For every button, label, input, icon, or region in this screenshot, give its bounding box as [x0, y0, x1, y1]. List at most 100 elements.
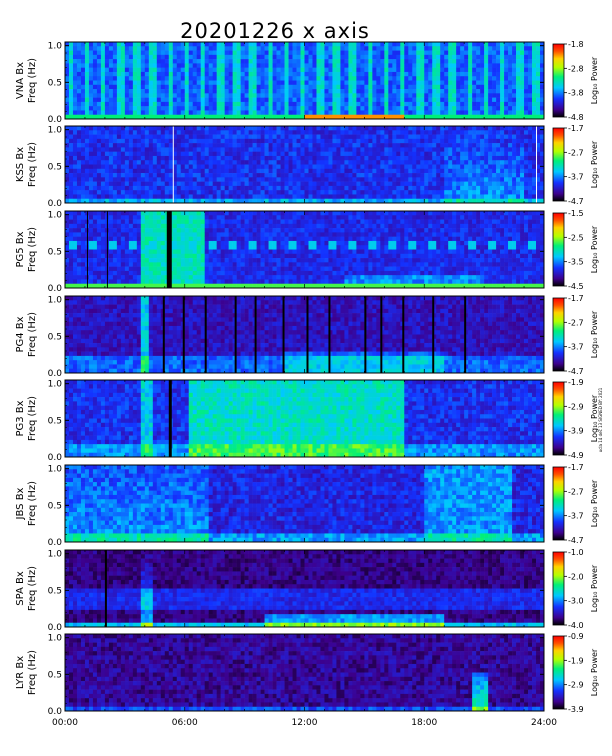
heatmap-cell	[344, 130, 349, 135]
heatmap-cell	[328, 138, 333, 144]
heatmap-cell	[388, 198, 393, 204]
heatmap-cell	[212, 181, 217, 187]
heatmap-cell	[156, 232, 162, 237]
heatmap-cell	[100, 249, 106, 255]
heatmap-cell	[72, 130, 78, 135]
heatmap-cell	[412, 194, 417, 200]
heatmap-cell	[464, 185, 469, 191]
heatmap-cell	[308, 67, 313, 73]
heatmap-cell	[88, 240, 94, 246]
heatmap-cell	[204, 114, 209, 120]
heatmap-cell	[120, 168, 126, 174]
heatmap-cell	[244, 198, 249, 204]
heatmap-cell	[72, 228, 78, 233]
heatmap-cell	[272, 84, 277, 90]
heatmap-cell	[108, 164, 114, 170]
heatmap-cell	[516, 76, 521, 81]
heatmap-cell	[360, 63, 365, 68]
heatmap-cell	[84, 194, 90, 200]
heatmap-cell	[536, 54, 541, 60]
heatmap-cell	[188, 181, 194, 187]
heatmap-cell	[328, 71, 333, 77]
heatmap-cell	[420, 114, 425, 120]
heatmap-cell	[304, 181, 309, 187]
heatmap-cell	[180, 101, 186, 107]
heatmap-cell	[332, 71, 337, 77]
heatmap-cell	[248, 42, 253, 47]
heatmap-cell	[76, 63, 82, 68]
heatmap-cell	[480, 138, 485, 144]
heatmap-cell	[360, 114, 365, 120]
heatmap-cell	[256, 101, 261, 107]
heatmap-cell	[452, 76, 457, 81]
heatmap-cell	[232, 80, 237, 86]
heatmap-cell	[532, 106, 537, 111]
heatmap-cell	[80, 258, 86, 263]
heatmap-cell	[356, 143, 361, 148]
heatmap-cell	[108, 245, 114, 250]
heatmap-cell	[65, 130, 70, 135]
heatmap-cell	[308, 46, 313, 51]
heatmap-cell	[92, 143, 98, 148]
heatmap-cell	[368, 101, 373, 107]
heatmap-cell	[140, 240, 146, 246]
heatmap-cell	[400, 130, 405, 135]
heatmap-cell	[524, 168, 529, 174]
heatmap-cell	[388, 138, 393, 144]
heatmap-cell	[252, 84, 257, 90]
heatmap-cell	[76, 279, 82, 285]
heatmap-cell	[400, 198, 405, 204]
heatmap-cell	[224, 181, 229, 187]
heatmap-cell	[280, 93, 285, 98]
heatmap-cell	[376, 76, 381, 81]
heatmap-cell	[140, 110, 146, 116]
heatmap-cell	[204, 67, 209, 73]
heatmap-cell	[424, 101, 429, 107]
heatmap-cell	[488, 71, 493, 77]
heatmap-cell	[260, 190, 265, 195]
heatmap-cell	[408, 50, 413, 56]
heatmap-cell	[220, 71, 225, 77]
heatmap-cell	[476, 101, 481, 107]
heatmap-cell	[524, 134, 529, 140]
heatmap-cell	[244, 155, 249, 161]
heatmap-cell	[456, 143, 461, 148]
heatmap-cell	[116, 138, 122, 144]
heatmap-cell	[65, 160, 70, 165]
heatmap-cell	[464, 173, 469, 178]
heatmap-cell	[228, 160, 233, 165]
heatmap-cell	[128, 84, 134, 90]
heatmap-cell	[380, 134, 385, 140]
heatmap-cell	[116, 275, 122, 280]
heatmap-cell	[148, 181, 154, 187]
heatmap-cell	[340, 50, 345, 56]
heatmap-cell	[128, 126, 134, 131]
heatmap-cell	[464, 130, 469, 135]
heatmap-cell	[96, 114, 102, 120]
heatmap-cell	[508, 84, 513, 90]
heatmap-cell	[404, 194, 409, 200]
heatmap-cell	[108, 89, 114, 94]
heatmap-cell	[240, 130, 245, 135]
heatmap-cell	[132, 130, 138, 135]
heatmap-cell	[472, 89, 477, 94]
heatmap-cell	[92, 147, 98, 152]
heatmap-cell	[164, 67, 170, 73]
heatmap-cell	[124, 114, 130, 120]
heatmap-cell	[76, 54, 82, 60]
heatmap-cell	[240, 177, 245, 182]
heatmap-cell	[224, 147, 229, 152]
heatmap-cell	[500, 97, 505, 103]
heatmap-cell	[220, 177, 225, 182]
heatmap-cell	[72, 106, 78, 111]
heatmap-cell	[400, 76, 405, 81]
heatmap-cell	[468, 63, 473, 68]
heatmap-cell	[392, 63, 397, 68]
heatmap-cell	[424, 130, 429, 135]
heatmap-cell	[196, 67, 202, 73]
heatmap-cell	[432, 93, 437, 98]
heatmap-cell	[268, 42, 273, 47]
heatmap-cell	[136, 151, 142, 157]
heatmap-cell	[412, 42, 417, 47]
heatmap-cell	[488, 97, 493, 103]
